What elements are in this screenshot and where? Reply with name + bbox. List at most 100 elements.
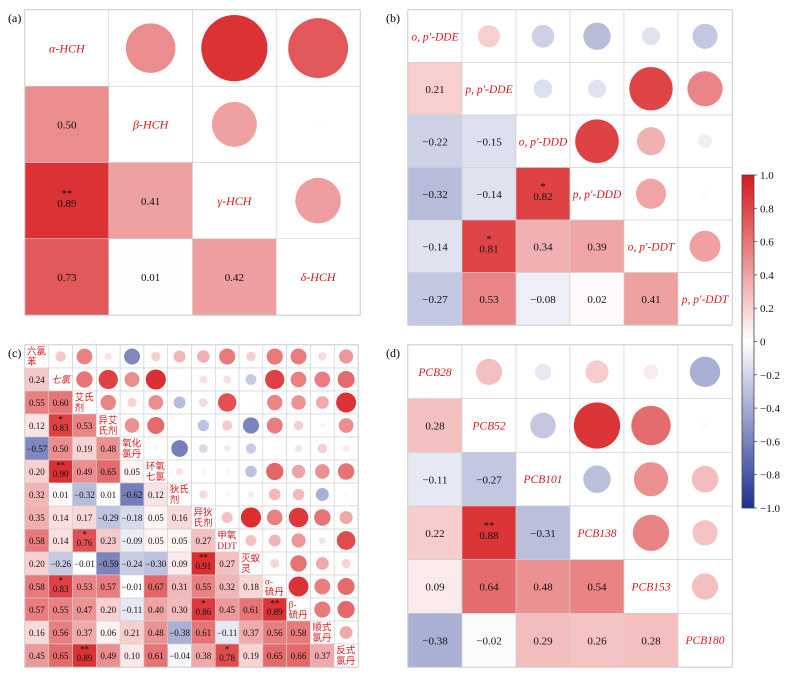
diagonal-cell	[623, 219, 679, 273]
cell-value-label: 0.81	[479, 243, 498, 255]
cell-value-label: −0.04	[169, 651, 190, 661]
cell-value-label: 0.66	[291, 651, 307, 661]
diagonal-cell	[407, 9, 463, 63]
variable-name-label: PCB28	[417, 367, 451, 379]
correlation-circle	[701, 422, 709, 429]
diagonal-cell	[461, 62, 517, 116]
correlation-circle	[295, 177, 341, 224]
correlation-circle	[319, 422, 325, 429]
significance-stars: *	[540, 181, 546, 193]
correlation-circle	[339, 510, 353, 525]
correlation-circle	[291, 533, 306, 548]
correlation-circle	[145, 369, 166, 390]
correlation-circle	[337, 600, 355, 619]
cell-value-label: 0.90	[53, 469, 69, 479]
heatmap-cell	[461, 167, 517, 221]
diagonal-cell	[192, 162, 277, 240]
variable-name-label: 甲氧 DDT	[217, 530, 237, 553]
diagonal-cell	[677, 613, 733, 668]
correlation-circle	[219, 348, 236, 365]
heatmap-cell	[461, 114, 517, 168]
correlation-circle	[290, 371, 307, 388]
variable-name-label: o, p′-DDT	[628, 241, 676, 253]
correlation-circle	[691, 573, 719, 600]
panel-label: (d)	[386, 346, 400, 360]
panel-label: (b)	[386, 11, 400, 25]
correlation-circle	[265, 369, 285, 390]
variable-name-label: o, p′-DDE	[411, 31, 458, 43]
variable-name-label: 灭蚁灵	[241, 554, 261, 576]
cell-value-label: −0.11	[122, 605, 143, 615]
correlation-circle	[291, 395, 306, 410]
correlation-circle	[318, 536, 326, 545]
cell-value-label: 0.14	[53, 513, 69, 523]
variable-name-label: p, p′-DDT	[681, 294, 730, 306]
correlation-circle	[55, 351, 66, 362]
colorbar-tick-label: −0.2	[760, 370, 780, 382]
correlation-circle	[249, 401, 253, 404]
cell-value-label: 0.50	[57, 120, 77, 132]
colorbar-tick-label: 0	[760, 337, 766, 349]
cell-value-label: 0.50	[53, 444, 69, 454]
cell-value-label: −0.27	[422, 294, 448, 306]
cell-value-label: 0.83	[53, 423, 69, 433]
cell-value-label: 0.24	[29, 375, 45, 385]
diagonal-cell	[569, 167, 625, 221]
colorbar-tick-label: −1.0	[760, 503, 780, 515]
cell-value-label: 0.01	[100, 490, 116, 500]
cell-value-label: 0.48	[100, 444, 116, 454]
correlation-circle	[245, 443, 257, 454]
correlation-circle	[270, 559, 280, 568]
heatmap-cell	[515, 272, 571, 326]
cell-value-label: −0.01	[122, 582, 143, 592]
heatmap-cell	[461, 452, 517, 507]
heatmap-cell	[407, 505, 463, 560]
correlation-circle	[178, 424, 182, 427]
heatmap-cell	[461, 219, 517, 273]
heatmap-cell	[623, 272, 679, 326]
correlation-circle	[171, 440, 188, 457]
correlation-circle	[268, 534, 281, 547]
diagonal-cell	[677, 272, 733, 326]
cell-value-label: 0.28	[641, 635, 661, 647]
correlation-circle	[242, 417, 260, 434]
heatmap-cell	[515, 613, 571, 668]
heatmap-cell	[407, 62, 463, 116]
cell-value-label: 0.41	[141, 196, 160, 208]
cell-value-label: −0.30	[145, 559, 166, 569]
cell-value-label: 0.34	[533, 241, 553, 253]
correlation-circle	[222, 420, 233, 431]
cell-value-label: 0.09	[425, 582, 445, 594]
correlation-circle	[245, 465, 257, 478]
cell-value-label: −0.14	[476, 189, 502, 201]
heatmap-cell	[407, 114, 463, 168]
cell-value-label: 0.55	[53, 605, 69, 615]
cell-value-label: 0.09	[172, 559, 188, 569]
correlation-circle	[147, 416, 165, 435]
cell-value-label: 0.55	[29, 398, 45, 408]
diagonal-cell	[333, 643, 359, 668]
correlation-circle	[267, 394, 283, 411]
correlation-circle	[692, 23, 718, 49]
cell-value-label: 0.61	[196, 628, 212, 638]
correlation-circle	[692, 520, 718, 546]
correlation-circle	[124, 418, 140, 433]
correlation-circle	[631, 405, 671, 446]
correlation-circle	[151, 351, 161, 362]
panel-1-heatmap: (a) α-HCH 0.50 β-HCH 0.89** 0.41 γ-HCH 0.73 0.01…	[8, 9, 361, 316]
heatmap-cell	[407, 398, 463, 453]
cell-value-label: 0.56	[267, 628, 283, 638]
cell-value-label: 0.40	[148, 605, 164, 615]
correlation-circle	[292, 488, 305, 501]
correlation-circle	[124, 372, 140, 387]
cell-value-label: 0.27	[196, 536, 212, 546]
correlation-circle	[266, 417, 283, 434]
variable-name-label: 七氯	[51, 374, 72, 386]
cell-value-label: 0.57	[100, 582, 116, 592]
correlation-circle	[175, 467, 184, 476]
correlation-circle	[173, 396, 186, 409]
correlation-circle	[199, 375, 208, 384]
cell-value-label: 0.91	[196, 561, 212, 571]
cell-value-label: 0.89	[57, 198, 77, 210]
variable-name-label: o, p′-DDD	[519, 136, 568, 148]
